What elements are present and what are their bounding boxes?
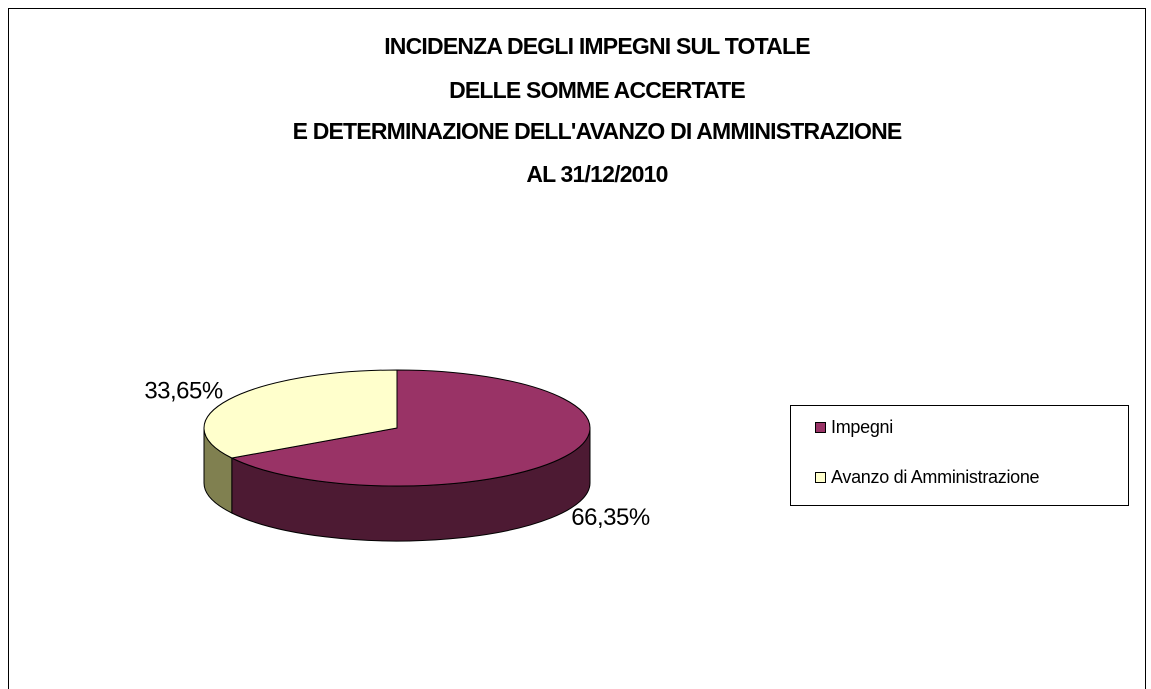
data-label: 33,65% [144,378,223,405]
chart-title: DELLE SOMME ACCERTATE [449,77,745,103]
chart-title: INCIDENZA DEGLI IMPEGNI SUL TOTALE [384,33,810,59]
legend-text: Avanzo di Amministrazione [831,467,1040,487]
data-label: 66,35% [571,504,650,531]
legend-text: Impegni [831,417,893,437]
chart-title: AL 31/12/2010 [526,161,667,187]
legend-box [790,405,1129,506]
slice [203,369,398,459]
legend-swatch [815,472,826,483]
legend-swatch [815,422,826,433]
chart-title: E DETERMINAZIONE DELL'AVANZO DI AMMINIST… [293,118,902,144]
chart-frame [8,8,1146,689]
slice [230,369,591,487]
